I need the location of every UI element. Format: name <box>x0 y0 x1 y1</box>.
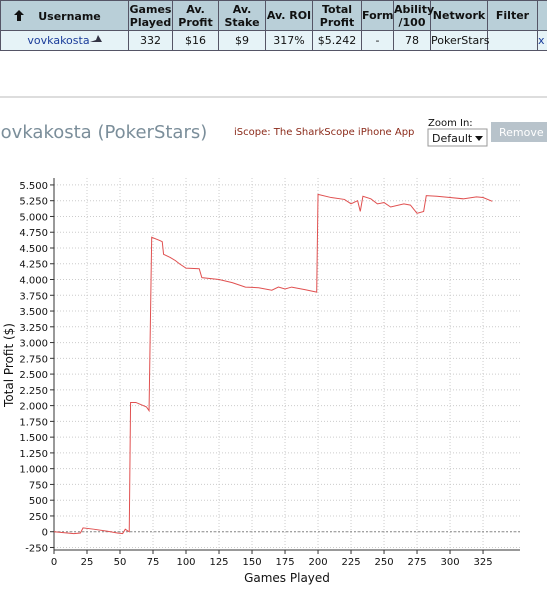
y-tick-label: 500 <box>29 496 48 507</box>
y-tick-label: 250 <box>29 512 48 523</box>
remove-link[interactable]: x <box>537 30 547 51</box>
x-tick-label: 0 <box>51 557 57 568</box>
y-tick-label: 3.250 <box>19 323 48 334</box>
x-tick-label: 200 <box>308 557 327 568</box>
header-cell[interactable]: Ability /100 <box>393 0 435 31</box>
y-tick-label: 2.000 <box>19 402 48 413</box>
header-text[interactable]: Username <box>38 9 101 23</box>
header-cell[interactable]: Games Played <box>128 0 173 31</box>
y-tick-label: 750 <box>29 480 48 491</box>
cell: $16 <box>172 30 219 51</box>
y-tick-label: 4.250 <box>19 260 48 271</box>
header-cell[interactable]: Form <box>361 0 394 31</box>
y-tick-label: 0 <box>42 528 48 539</box>
username-link[interactable]: vovkakosta <box>27 34 90 47</box>
x-tick-label: 50 <box>114 557 127 568</box>
app-link[interactable]: iScope: The SharkScope iPhone App <box>234 127 414 138</box>
x-axis-label: Games Played <box>244 571 330 585</box>
header-cell[interactable]: Total Profit <box>312 0 362 31</box>
x-tick-label: 100 <box>176 557 195 568</box>
profile-title: vovkakosta (PokerStars) <box>0 122 207 143</box>
x-tick-label: 225 <box>341 557 360 568</box>
zoom-label: Zoom In: <box>428 118 473 129</box>
header-cell <box>537 0 547 31</box>
cell <box>487 30 538 51</box>
y-tick-label: 5.000 <box>19 212 48 223</box>
x-tick-label: 300 <box>440 557 459 568</box>
y-tick-label: 4.500 <box>19 244 48 255</box>
y-tick-label: 1.750 <box>19 417 48 428</box>
data-row: vovkakosta 332 $16 $9 317% $5.242 - 78 P… <box>0 30 547 51</box>
x-tick-label: 150 <box>242 557 261 568</box>
header-cell[interactable]: Av. ROI <box>265 0 313 31</box>
plot-area <box>54 178 520 550</box>
y-tick-label: 4.750 <box>19 228 48 239</box>
cell: 332 <box>128 30 173 51</box>
y-tick-label: 5.250 <box>19 197 48 208</box>
x-tick-label: 175 <box>275 557 294 568</box>
x-tick-label: 250 <box>374 557 393 568</box>
y-tick-label: -250 <box>25 543 48 554</box>
y-tick-label: 1.500 <box>19 433 48 444</box>
cell: 78 <box>393 30 431 51</box>
header-cell[interactable]: Network <box>430 0 488 31</box>
y-tick-label: 2.750 <box>19 354 48 365</box>
shark-icon <box>89 35 102 42</box>
y-tick-label: 1.250 <box>19 449 48 460</box>
cell: vovkakosta <box>0 30 129 51</box>
header-cell[interactable]: Filter <box>487 0 538 31</box>
stats-table: Username Games Played Av. Profit Av. Sta… <box>0 0 547 51</box>
x-tick-label: 25 <box>81 557 94 568</box>
y-tick-label: 4.000 <box>19 276 48 287</box>
zoom-option[interactable]: Default <box>432 132 473 145</box>
y-axis-label: Total Profit ($) <box>2 323 16 408</box>
zoom-select[interactable] <box>427 128 488 147</box>
header-cell[interactable]: Username <box>0 0 129 31</box>
header-cell[interactable]: Av. Stake <box>218 0 266 31</box>
cell: $9 <box>218 30 266 51</box>
sort-icon <box>14 9 25 21</box>
x-tick-label: 125 <box>209 557 228 568</box>
y-tick-label: 3.750 <box>19 291 48 302</box>
header-cell[interactable]: Av. Profit <box>172 0 219 31</box>
x-tick-label: 75 <box>147 557 160 568</box>
y-tick-label: 3.000 <box>19 339 48 350</box>
cell: - <box>361 30 394 51</box>
x-tick-label: 275 <box>407 557 426 568</box>
remove-button-label[interactable]: Remove <box>499 126 544 139</box>
profit-line <box>53 193 493 535</box>
cell: $5.242 <box>312 30 362 51</box>
y-tick-label: 5.500 <box>19 181 48 192</box>
remove-button[interactable] <box>491 122 547 142</box>
cell: 317% <box>265 30 313 51</box>
y-tick-label: 2.250 <box>19 386 48 397</box>
cell: PokerStars <box>430 30 490 51</box>
y-tick-label: 1.000 <box>19 465 48 476</box>
y-tick-label: 3.500 <box>19 307 48 318</box>
select-arrow <box>475 136 483 141</box>
x-tick-label: 325 <box>473 557 492 568</box>
y-tick-label: 2.500 <box>19 370 48 381</box>
header-row: Username Games Played Av. Profit Av. Sta… <box>0 0 547 31</box>
